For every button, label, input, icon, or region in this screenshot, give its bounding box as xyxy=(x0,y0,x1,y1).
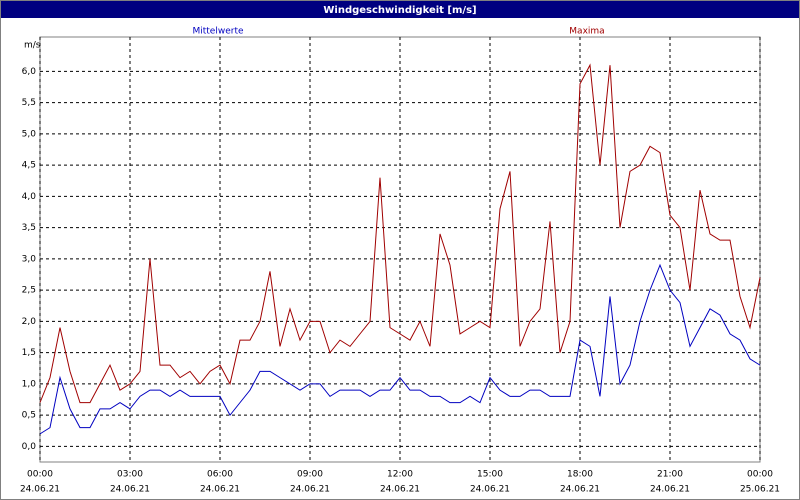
y-axis-label: m/s xyxy=(24,41,41,51)
x-tick-label: 00:00 xyxy=(747,470,773,480)
x-tick-label: 03:00 xyxy=(117,470,143,480)
x-tick-label: 15:00 xyxy=(477,470,503,480)
y-tick-label: 0,5 xyxy=(22,411,36,421)
chart-title: Windgeschwindigkeit [m/s] xyxy=(323,5,476,16)
data-line xyxy=(39,263,761,435)
legend-entry: Maxima xyxy=(569,27,604,37)
y-tick-label: 2,0 xyxy=(22,317,37,327)
x-tick-date: 24.06.21 xyxy=(20,485,60,495)
y-tick-label: 1,0 xyxy=(22,379,37,389)
y-tick-label: 3,0 xyxy=(22,254,37,264)
x-tick-date: 24.06.21 xyxy=(470,485,510,495)
y-tick-label: 1,5 xyxy=(22,348,36,358)
x-tick-label: 21:00 xyxy=(657,470,683,480)
data-line xyxy=(39,63,761,404)
x-tick-date: 24.06.21 xyxy=(110,485,150,495)
y-tick-label: 0,0 xyxy=(22,442,37,452)
y-tick-label: 5,0 xyxy=(22,129,37,139)
y-tick-label: 4,5 xyxy=(22,161,36,171)
y-tick-label: 3,5 xyxy=(22,223,36,233)
x-tick-date: 25.06.21 xyxy=(740,485,780,495)
y-tick-label: 2,5 xyxy=(22,286,36,296)
y-tick-label: 6,0 xyxy=(22,67,37,77)
x-tick-date: 24.06.21 xyxy=(290,485,330,495)
x-tick-label: 09:00 xyxy=(297,470,323,480)
x-tick-label: 12:00 xyxy=(387,470,413,480)
x-tick-label: 18:00 xyxy=(567,470,593,480)
x-tick-date: 24.06.21 xyxy=(380,485,420,495)
x-tick-label: 00:00 xyxy=(27,470,53,480)
x-tick-date: 24.06.21 xyxy=(200,485,240,495)
title-bar xyxy=(1,1,799,18)
x-tick-date: 24.06.21 xyxy=(560,485,600,495)
y-tick-label: 4,0 xyxy=(22,192,37,202)
y-tick-label: 5,5 xyxy=(22,98,36,108)
legend-entry: Mittelwerte xyxy=(192,27,243,37)
x-tick-label: 06:00 xyxy=(207,470,233,480)
x-tick-date: 24.06.21 xyxy=(650,485,690,495)
